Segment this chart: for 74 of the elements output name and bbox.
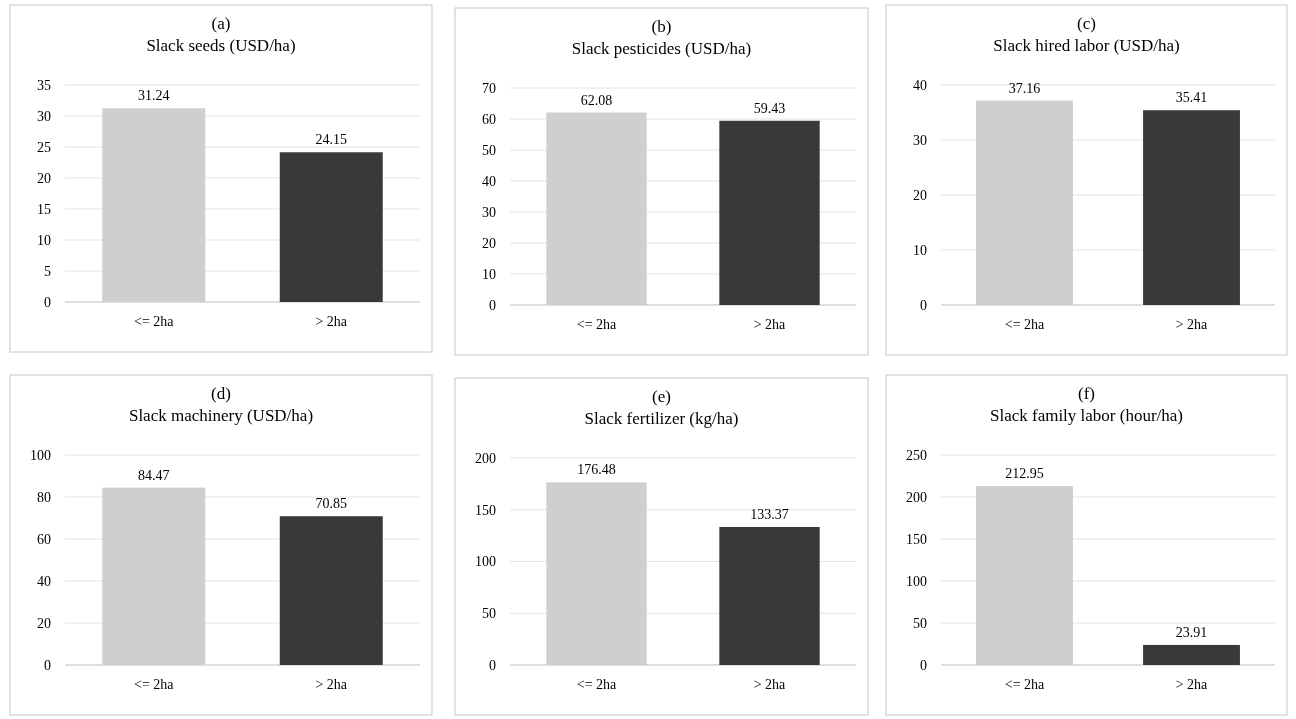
y-tick-label: 10 — [37, 232, 51, 248]
y-tick-label: 60 — [482, 111, 496, 127]
chart-title: (a) — [211, 14, 231, 33]
chart-title: (f) — [1078, 384, 1095, 403]
data-label: 176.48 — [577, 462, 616, 478]
x-tick-label: <= 2ha — [1004, 676, 1046, 692]
y-tick-label: 40 — [37, 573, 51, 589]
y-tick-label: 0 — [44, 657, 51, 673]
y-tick-label: 5 — [44, 263, 51, 279]
y-tick-label: 100 — [906, 573, 927, 589]
chart-subtitle: Slack seeds (USD/ha) — [146, 36, 296, 55]
y-tick-label: 10 — [913, 242, 927, 258]
y-tick-label: 20 — [482, 235, 496, 251]
y-tick-label: 50 — [482, 606, 496, 622]
x-tick-label: > 2ha — [753, 676, 787, 692]
y-tick-label: 70 — [482, 80, 496, 96]
chart-subtitle: Slack hired labor (USD/ha) — [993, 36, 1180, 55]
chart-subtitle: Slack machinery (USD/ha) — [128, 406, 314, 425]
y-tick-label: 0 — [489, 297, 496, 313]
y-tick-label: 80 — [37, 489, 51, 505]
y-tick-label: 250 — [906, 447, 927, 463]
chart-title: (d) — [211, 384, 231, 403]
y-tick-label: 100 — [30, 447, 51, 463]
y-tick-label: 15 — [37, 201, 51, 217]
data-label: 37.16 — [1008, 80, 1041, 96]
y-tick-label: 100 — [475, 554, 496, 570]
x-tick-label: > 2ha — [315, 313, 348, 329]
data-label: 31.24 — [138, 88, 170, 104]
y-tick-label: 200 — [906, 489, 927, 505]
y-tick-label: 25 — [37, 139, 51, 155]
x-tick-label: <= 2ha — [576, 676, 618, 692]
data-label: 24.15 — [315, 132, 347, 148]
y-tick-label: 200 — [475, 450, 496, 466]
chart-subtitle: Slack family labor (hour/ha) — [989, 406, 1184, 425]
x-tick-label: <= 2ha — [576, 316, 618, 332]
x-tick-label: > 2ha — [1175, 316, 1209, 332]
x-tick-label: > 2ha — [1175, 676, 1209, 692]
y-tick-label: 50 — [482, 142, 496, 158]
x-tick-label: <= 2ha — [1004, 316, 1046, 332]
y-tick-label: 20 — [37, 615, 51, 631]
y-tick-label: 60 — [37, 531, 51, 547]
y-tick-label: 0 — [489, 657, 496, 673]
x-tick-label: > 2ha — [315, 676, 348, 692]
data-label: 84.47 — [138, 467, 170, 483]
y-tick-label: 10 — [482, 266, 496, 282]
y-tick-label: 40 — [913, 77, 927, 93]
x-tick-label: <= 2ha — [133, 676, 175, 692]
chart-subtitle: Slack fertilizer (kg/ha) — [584, 409, 739, 428]
y-tick-label: 30 — [37, 108, 51, 124]
y-tick-label: 0 — [920, 657, 927, 673]
y-tick-label: 0 — [44, 294, 51, 310]
x-tick-label: > 2ha — [753, 316, 787, 332]
y-tick-label: 0 — [920, 297, 927, 313]
y-tick-label: 30 — [482, 204, 496, 220]
chart-title: (e) — [652, 387, 671, 406]
data-label: 133.37 — [750, 506, 789, 522]
y-tick-label: 50 — [913, 615, 927, 631]
y-tick-label: 150 — [906, 531, 927, 547]
chart-subtitle: Slack pesticides (USD/ha) — [571, 39, 752, 58]
y-tick-label: 30 — [913, 132, 927, 148]
y-tick-label: 35 — [37, 77, 51, 93]
chart-title: (c) — [1077, 14, 1096, 33]
chart-title: (b) — [651, 17, 672, 36]
data-label: 35.41 — [1175, 90, 1208, 106]
y-tick-label: 20 — [913, 187, 927, 203]
data-label: 62.08 — [580, 92, 613, 108]
data-label: 70.85 — [315, 496, 347, 512]
y-tick-label: 150 — [475, 502, 496, 518]
data-label: 212.95 — [1005, 466, 1044, 482]
y-tick-label: 40 — [482, 173, 496, 189]
y-tick-label: 20 — [37, 170, 51, 186]
x-tick-label: <= 2ha — [133, 313, 175, 329]
data-label: 23.91 — [1175, 624, 1208, 640]
data-label: 59.43 — [753, 100, 786, 116]
